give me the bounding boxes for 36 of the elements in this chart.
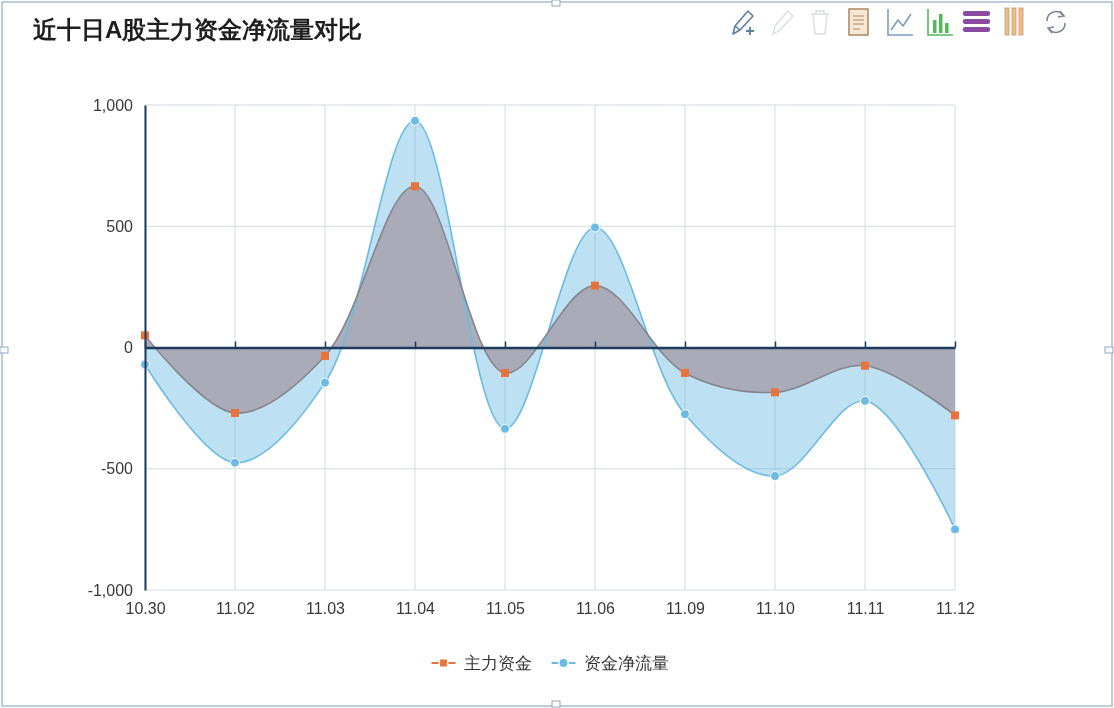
chart-title: 近十日A股主力资金净流量对比 [33,16,363,43]
point [590,222,600,233]
y-tick-label: -500 [100,460,134,478]
point [320,377,330,388]
point [950,524,960,535]
x-tick-label: 11.06 [576,600,616,618]
y-tick-label: -1,000 [87,581,134,599]
x-tick-label: 11.04 [396,600,436,618]
point [500,423,510,434]
y-tick-label: 500 [106,217,134,235]
legend-label: 主力资金 [463,654,532,673]
point [410,115,420,126]
y-tick-label: 1,000 [92,96,134,114]
x-tick-label: 11.05 [486,600,526,618]
point [411,182,419,191]
point [680,409,690,420]
x-tick-label: 10.30 [125,600,166,618]
point [860,395,870,406]
point [951,411,959,420]
x-tick-label: 11.09 [666,600,706,618]
point [501,368,509,377]
point [681,368,689,377]
x-tick-label: 11.11 [846,600,885,618]
point [231,408,239,417]
point [591,281,599,290]
point [321,351,329,360]
point [230,457,240,468]
point [770,471,780,482]
y-tick-label: 0 [124,339,134,357]
legend-label: 资金净流量 [583,654,669,673]
x-tick-label: 11.03 [306,600,346,618]
point [861,361,869,370]
x-tick-label: 11.02 [216,600,256,618]
x-tick-label: 11.12 [936,600,976,618]
x-tick-label: 11.10 [756,600,796,618]
point [771,388,779,397]
